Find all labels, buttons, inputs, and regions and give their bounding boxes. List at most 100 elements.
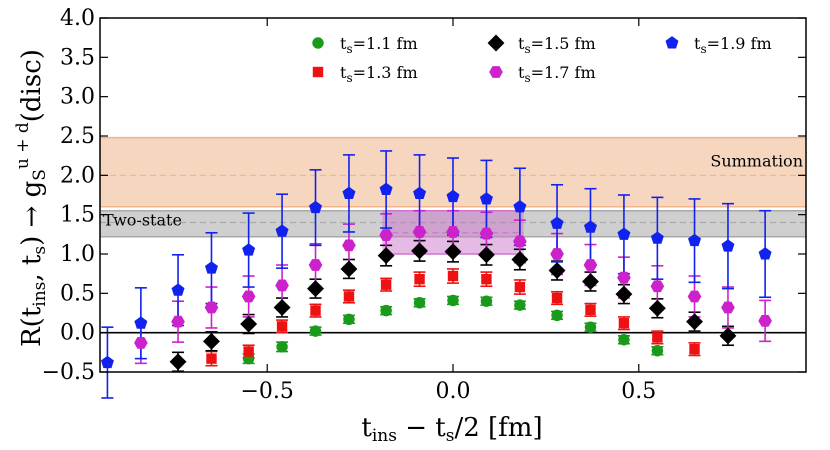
data-point-s4-14 (583, 220, 597, 233)
data-point-s3-14 (617, 271, 631, 284)
legend-marker-4 (665, 36, 679, 49)
legend-marker-2 (487, 34, 505, 52)
data-point-s3-13 (583, 259, 598, 271)
data-point-s4-13 (550, 216, 564, 229)
data-point-s2-8 (444, 243, 462, 261)
data-point-s2-10 (511, 251, 529, 268)
data-point-s4-12 (513, 199, 527, 213)
y-tick-label-0: −0.5 (42, 360, 95, 385)
data-point-s3-16 (687, 290, 702, 303)
data-point-s0-2 (309, 325, 322, 337)
data-point-s3-6 (342, 239, 356, 252)
data-point-s3-17 (721, 301, 735, 314)
legend-label-1: ts=1.3 fm (340, 63, 418, 85)
data-point-s3-12 (550, 248, 564, 260)
legend-label-0: ts=1.1 fm (340, 34, 418, 56)
data-point-s2-12 (582, 273, 599, 290)
data-point-s2-0 (169, 353, 187, 371)
data-point-s2-15 (686, 313, 703, 331)
legend-marker-3 (489, 66, 503, 78)
data-point-s2-6 (377, 247, 395, 265)
data-point-s1-1 (243, 346, 254, 357)
data-point-s1-9 (514, 281, 526, 293)
data-point-s3-0 (134, 336, 148, 349)
data-point-s1-8 (481, 273, 492, 285)
data-point-s2-1 (203, 332, 220, 350)
x-axis-title: tins − ts/2 [fm] (361, 413, 542, 446)
data-point-s3-8 (412, 226, 427, 238)
ticks-layer: −0.5 0.0 0.5 −0.5 0.0 0.5 1.0 1.5 2.0 2.5 3.0 3.5 4.… (42, 6, 806, 404)
data-point-s4-11 (479, 192, 493, 205)
y-tick-label-5: 2.0 (60, 163, 95, 188)
data-point-s2-16 (719, 327, 737, 345)
legend: ts=1.1 fm ts=1.3 fm ts=1.5 fm ts=1.7 fm ts=1… (312, 34, 772, 85)
legend-label-3: ts=1.7 fm (518, 63, 596, 85)
data-point-s3-18 (758, 314, 772, 327)
data-point-s4-18 (721, 239, 735, 252)
data-point-s3-2 (204, 301, 219, 314)
data-point-s0-3 (343, 313, 355, 326)
data-point-s4-3 (204, 261, 218, 274)
y-tick-label-4: 1.5 (60, 203, 95, 228)
data-point-s3-9 (446, 226, 460, 238)
data-point-s1-0 (206, 353, 217, 364)
data-point-s2-9 (477, 246, 495, 264)
data-point-s2-4 (307, 280, 324, 298)
y-tick-label-9: 4.0 (60, 6, 95, 31)
data-point-s0-6 (447, 294, 459, 307)
data-point-s4-4 (242, 243, 256, 256)
data-point-s0-1 (276, 341, 288, 353)
y-tick-label-8: 3.5 (60, 45, 95, 70)
y-axis-title: R(tins, ts) → gSu + d(disc) (13, 49, 50, 347)
data-point-s2-7 (411, 242, 429, 260)
data-point-s4-6 (309, 200, 323, 214)
data-point-s2-3 (273, 299, 291, 316)
data-point-s4-15 (617, 227, 631, 240)
data-point-s0-7 (480, 295, 493, 307)
y-tick-label-3: 1.0 (60, 242, 95, 267)
data-point-s3-5 (308, 259, 323, 271)
data-point-s1-12 (618, 318, 630, 329)
data-point-s4-19 (758, 247, 772, 260)
markers-layer (100, 182, 772, 371)
data-point-s3-15 (650, 280, 665, 293)
y-tick-label-6: 2.5 (60, 124, 95, 149)
data-point-s3-10 (479, 227, 494, 240)
data-point-s0-9 (551, 309, 563, 322)
data-point-s4-10 (446, 189, 460, 203)
data-point-s2-5 (340, 260, 358, 278)
data-point-s1-10 (551, 292, 563, 304)
data-point-s1-14 (689, 343, 700, 355)
data-point-s3-7 (379, 229, 393, 242)
y-tick-label-1: 0.0 (60, 321, 95, 346)
data-point-s4-1 (134, 316, 148, 329)
data-point-s3-1 (171, 315, 185, 328)
data-point-s0-8 (514, 299, 526, 311)
data-point-s0-4 (380, 304, 392, 317)
data-point-s0-10 (584, 321, 597, 333)
band-label-0: Summation (710, 152, 803, 171)
data-point-s4-7 (342, 186, 356, 199)
data-point-s3-3 (241, 290, 256, 303)
data-point-s4-16 (650, 231, 664, 244)
data-point-s1-5 (380, 279, 392, 290)
data-point-s2-2 (240, 315, 258, 333)
data-point-s0-11 (618, 334, 630, 346)
data-point-s1-7 (447, 270, 459, 282)
data-point-s4-8 (379, 182, 393, 196)
data-point-s3-4 (275, 279, 289, 292)
legend-marker-1 (312, 66, 324, 78)
legend-marker-0 (312, 37, 324, 49)
x-tick-label-0: −0.5 (240, 379, 293, 404)
data-point-s2-11 (548, 262, 566, 279)
data-point-s1-2 (276, 321, 288, 332)
y-tick-label-2: 0.5 (60, 281, 95, 306)
data-point-s1-3 (310, 305, 321, 316)
legend-label-4: ts=1.9 fm (694, 34, 772, 56)
data-point-s4-0 (100, 355, 114, 369)
data-point-s4-17 (688, 233, 702, 247)
data-point-s4-9 (413, 186, 427, 199)
data-point-s1-13 (652, 332, 663, 343)
data-point-s0-5 (413, 297, 426, 309)
